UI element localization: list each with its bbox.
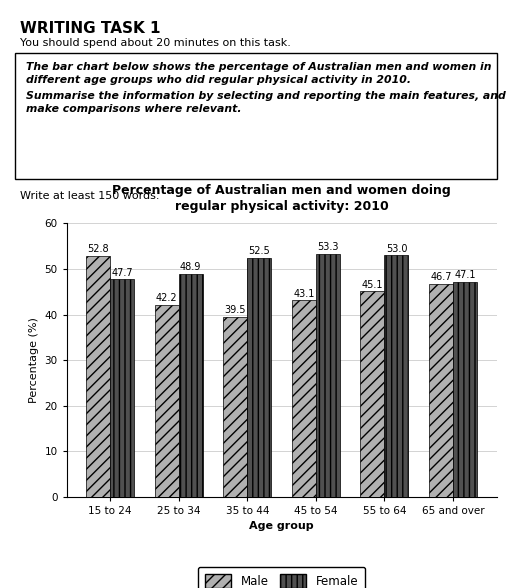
- Bar: [316, 254, 340, 497]
- Bar: [223, 317, 247, 497]
- Text: 47.7: 47.7: [111, 268, 133, 278]
- Text: 52.5: 52.5: [248, 246, 270, 256]
- Text: 43.1: 43.1: [293, 289, 314, 299]
- Text: 53.0: 53.0: [386, 243, 407, 253]
- Bar: [360, 291, 385, 497]
- Bar: [179, 274, 203, 497]
- Bar: [155, 305, 179, 497]
- Text: 46.7: 46.7: [430, 272, 452, 282]
- Text: WRITING TASK 1: WRITING TASK 1: [20, 21, 161, 36]
- Text: 53.3: 53.3: [317, 242, 338, 252]
- Text: Summarise the information by selecting and reporting the main features, and
make: Summarise the information by selecting a…: [26, 91, 505, 114]
- Text: 48.9: 48.9: [180, 262, 201, 272]
- Y-axis label: Percentage (%): Percentage (%): [29, 317, 39, 403]
- Text: 47.1: 47.1: [454, 270, 476, 280]
- X-axis label: Age group: Age group: [249, 522, 314, 532]
- Bar: [247, 258, 271, 497]
- Bar: [429, 284, 453, 497]
- Bar: [86, 256, 110, 497]
- Text: Percentage of Australian men and women doing
regular physical activity: 2010: Percentage of Australian men and women d…: [112, 184, 451, 213]
- Bar: [110, 279, 134, 497]
- Bar: [15, 53, 497, 179]
- Text: 52.8: 52.8: [88, 245, 109, 255]
- Text: The bar chart below shows the percentage of Australian men and women in
differen: The bar chart below shows the percentage…: [26, 62, 491, 85]
- Text: You should spend about 20 minutes on this task.: You should spend about 20 minutes on thi…: [20, 38, 291, 48]
- Text: 42.2: 42.2: [156, 293, 178, 303]
- Bar: [385, 255, 409, 497]
- Legend: Male, Female: Male, Female: [198, 567, 366, 588]
- Text: 45.1: 45.1: [362, 279, 383, 289]
- Bar: [292, 300, 316, 497]
- Text: Write at least 150 words.: Write at least 150 words.: [20, 191, 160, 201]
- Bar: [453, 282, 477, 497]
- Text: 39.5: 39.5: [225, 305, 246, 315]
